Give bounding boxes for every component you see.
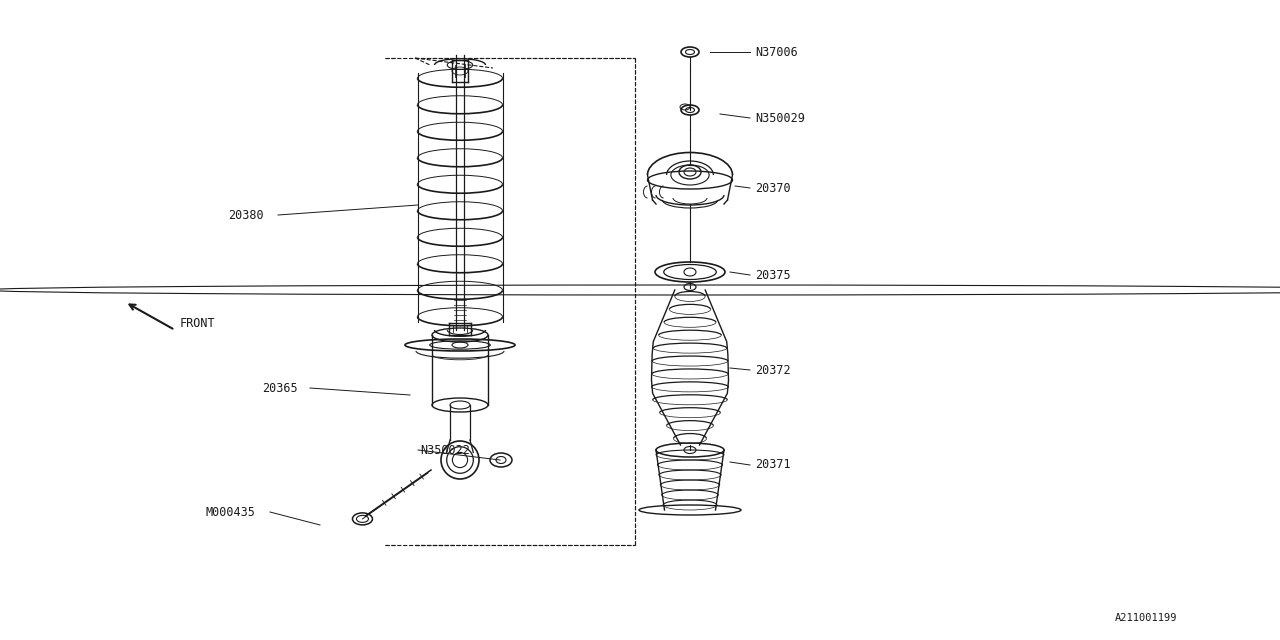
Text: N350022: N350022 — [420, 444, 470, 456]
Text: FRONT: FRONT — [180, 317, 215, 330]
Text: 20370: 20370 — [755, 182, 791, 195]
Text: N350029: N350029 — [755, 111, 805, 125]
Text: 20380: 20380 — [228, 209, 264, 221]
Text: 20372: 20372 — [755, 364, 791, 376]
Text: N37006: N37006 — [755, 45, 797, 58]
Text: M000435: M000435 — [205, 506, 255, 518]
Text: A211001199: A211001199 — [1115, 613, 1178, 623]
Text: 20375: 20375 — [755, 269, 791, 282]
Text: 20371: 20371 — [755, 458, 791, 472]
Text: 20365: 20365 — [262, 381, 298, 394]
